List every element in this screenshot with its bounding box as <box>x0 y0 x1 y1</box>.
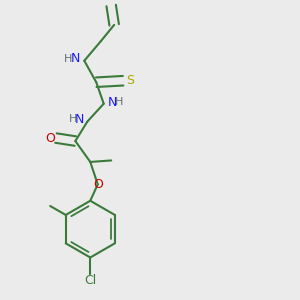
Text: O: O <box>93 178 103 191</box>
Text: N: N <box>71 52 80 65</box>
Text: H: H <box>64 54 72 64</box>
Text: H: H <box>116 97 124 107</box>
Text: N: N <box>75 113 85 126</box>
Text: N: N <box>108 96 117 109</box>
Text: H: H <box>69 114 77 124</box>
Text: O: O <box>45 132 55 145</box>
Text: S: S <box>127 74 135 87</box>
Text: Cl: Cl <box>84 274 96 287</box>
